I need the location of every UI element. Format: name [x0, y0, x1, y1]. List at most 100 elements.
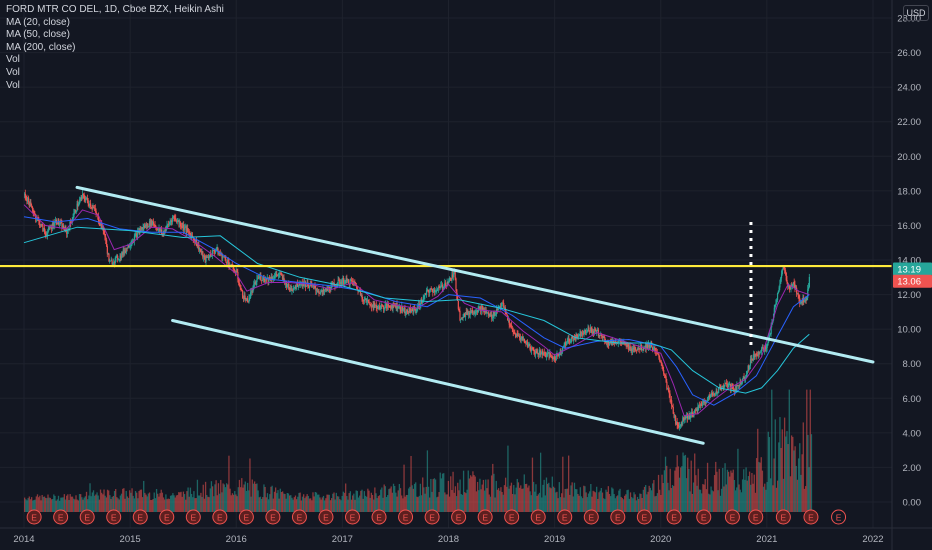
candle-body	[141, 227, 143, 230]
price-axis[interactable]: 28.0026.0024.0022.0020.0018.0016.0014.00…	[897, 14, 921, 509]
earnings-marker[interactable]	[803, 509, 819, 525]
earnings-marker[interactable]	[775, 509, 791, 525]
earnings-marker[interactable]	[238, 509, 254, 525]
earnings-marker[interactable]	[530, 509, 546, 525]
volume-bar	[134, 491, 137, 512]
earnings-marker[interactable]	[451, 509, 467, 525]
trendline-upper[interactable]	[75, 185, 875, 364]
earnings-marker[interactable]	[398, 509, 414, 525]
volume-bar	[84, 496, 87, 512]
volume-bar	[532, 481, 535, 512]
volume-bar	[636, 496, 639, 512]
earnings-marker[interactable]	[26, 509, 42, 525]
volume-bar	[809, 389, 811, 512]
volume-bar	[183, 494, 186, 512]
earnings-marker[interactable]	[636, 509, 652, 525]
candle-body	[707, 397, 709, 401]
earnings-marker[interactable]	[748, 509, 764, 525]
earnings-marker[interactable]	[477, 509, 493, 525]
earnings-marker[interactable]	[106, 509, 122, 525]
volume-bar	[223, 484, 225, 512]
indicator-vol-1[interactable]: Vol	[6, 54, 20, 66]
time-axis[interactable]: 2014 2015 2016 2017 2018 2019 2020 2021 2022	[13, 534, 883, 545]
earnings-marker[interactable]	[583, 509, 599, 525]
candle-body	[211, 256, 213, 257]
drawings[interactable]	[0, 185, 892, 445]
indicator-vol-2[interactable]: Vol	[6, 66, 20, 78]
volume-bar	[573, 482, 576, 512]
candle-body	[45, 233, 47, 236]
candle-body	[297, 286, 300, 288]
volume-bar	[711, 490, 713, 512]
earnings-marker[interactable]	[159, 509, 175, 525]
earnings-marker[interactable]	[610, 509, 626, 525]
earnings-marker[interactable]	[371, 509, 387, 525]
volume-bar	[582, 498, 584, 512]
earnings-marker[interactable]	[557, 509, 573, 525]
indicator-ma20[interactable]: MA (20, close)	[6, 16, 70, 28]
volume-bar	[667, 482, 669, 512]
symbol-title[interactable]: FORD MTR CO DEL, 1D, Cboe BZX, Heikin As…	[6, 4, 224, 15]
candle-body	[570, 337, 573, 343]
candle-body	[226, 261, 228, 264]
volume-bar	[660, 494, 662, 512]
candle-body	[199, 249, 202, 251]
indicator-vol-3[interactable]: Vol	[6, 79, 20, 91]
trendline-lower[interactable]	[171, 319, 705, 445]
candle-body	[320, 290, 323, 292]
earnings-marker[interactable]	[291, 509, 307, 525]
candle-body	[491, 314, 493, 319]
earnings-marker[interactable]	[344, 509, 360, 525]
candle-body	[39, 225, 42, 227]
earnings-marker[interactable]	[265, 509, 281, 525]
candle-body	[376, 307, 378, 309]
earnings-marker[interactable]	[212, 509, 228, 525]
earnings-marker[interactable]	[696, 509, 712, 525]
volume-bar	[299, 492, 301, 512]
candle-body	[459, 310, 461, 320]
candle-body	[457, 300, 459, 309]
earnings-marker[interactable]	[53, 509, 69, 525]
volume-bar	[24, 497, 26, 512]
candle-body	[671, 405, 674, 407]
candle-body	[428, 291, 430, 293]
currency-button[interactable]: USD	[903, 5, 929, 21]
candle-body	[528, 343, 530, 345]
candle-body	[279, 272, 281, 274]
candle-body	[807, 289, 809, 298]
candle-body	[518, 335, 520, 337]
candle-body	[347, 279, 349, 281]
earnings-marker[interactable]	[424, 509, 440, 525]
earnings-marker[interactable]	[504, 509, 520, 525]
candle-body	[371, 306, 373, 308]
indicator-ma50[interactable]: MA (50, close)	[6, 29, 70, 41]
volume-bar	[48, 497, 50, 512]
candle-body	[129, 246, 132, 247]
volume-bar	[300, 500, 302, 512]
volume-bar	[180, 491, 182, 512]
candle-body	[211, 250, 214, 257]
earnings-marker[interactable]	[79, 509, 95, 525]
volume-bar	[50, 499, 53, 512]
volume-bar	[239, 487, 242, 512]
candle-body	[712, 393, 714, 396]
earnings-marker[interactable]	[185, 509, 201, 525]
volume-bar	[314, 491, 316, 512]
earnings-marker[interactable]	[318, 509, 334, 525]
volume-bar	[551, 476, 553, 512]
candle-body	[468, 312, 470, 315]
candle-body	[47, 227, 50, 232]
volume-bar	[479, 478, 481, 512]
earnings-marker[interactable]	[724, 509, 740, 525]
indicator-ma200[interactable]: MA (200, close)	[6, 41, 76, 53]
candle-body	[499, 306, 501, 309]
earnings-marker[interactable]	[831, 509, 847, 525]
candle-body	[768, 335, 771, 338]
volume-bar	[33, 500, 35, 512]
earnings-marker[interactable]	[666, 509, 682, 525]
earnings-marker[interactable]	[132, 509, 148, 525]
earnings-marker-label: E	[730, 512, 736, 522]
candle-body	[538, 350, 541, 355]
